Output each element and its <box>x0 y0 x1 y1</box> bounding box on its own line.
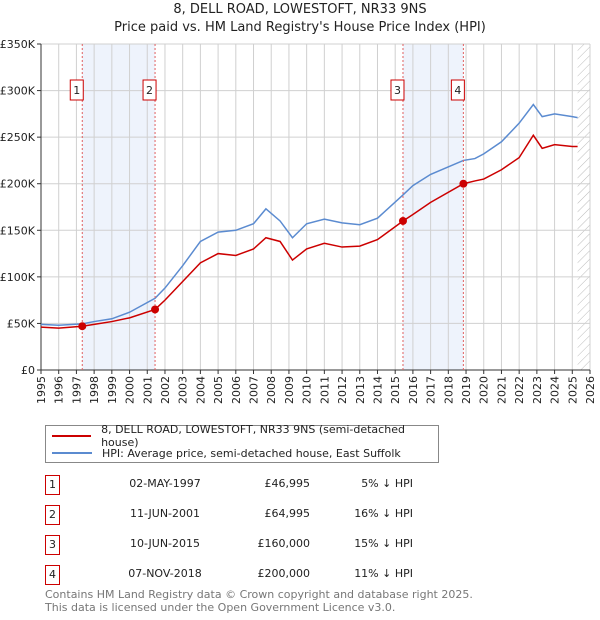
transaction-date: 11-JUN-2001 <box>129 507 201 520</box>
sale-label-box <box>450 79 465 101</box>
x-tick-label: 2026 <box>584 376 597 404</box>
y-tick-label: £200K <box>0 178 36 191</box>
x-tick-label: 2004 <box>194 376 207 404</box>
forecast-hatch <box>577 44 590 370</box>
sale-point <box>78 322 87 331</box>
x-tick-label: 2008 <box>265 376 278 404</box>
y-tick-label: £50K <box>7 317 36 330</box>
transaction-hpi-diff: 16% ↓ HPI <box>354 507 413 520</box>
transaction-price: £64,995 <box>264 507 311 520</box>
x-tick-label: 1997 <box>70 376 83 404</box>
sale-point <box>398 216 407 225</box>
footer: Contains HM Land Registry data © Crown c… <box>45 588 473 614</box>
x-tick-label: 2003 <box>177 376 190 404</box>
x-tick-label: 2016 <box>407 376 420 404</box>
footer-copyright: Contains HM Land Registry data © Crown c… <box>45 588 473 601</box>
property-line <box>40 133 578 329</box>
transaction-price: £160,000 <box>257 537 311 550</box>
sale-point <box>459 179 468 188</box>
x-tick-label: 2000 <box>124 376 137 404</box>
footer-licence: This data is licensed under the Open Gov… <box>45 601 396 614</box>
x-tick-label: 2010 <box>301 376 314 404</box>
transaction-row: 3 10-JUN-2015 £160,000 15% ↓ HPI <box>45 535 465 555</box>
x-tick-label: 2019 <box>460 376 473 404</box>
transaction-number: 4 <box>45 565 60 585</box>
x-tick-label: 2002 <box>159 376 172 404</box>
y-tick-label: £150K <box>0 224 36 237</box>
x-tick-label: 2006 <box>230 376 243 404</box>
x-tick-label: 1999 <box>106 376 119 404</box>
price-chart: 1995 1996 1997 1998 1999 2000 2001 2002 2003 2004… <box>0 38 597 404</box>
sale-label: 2 <box>146 84 153 97</box>
x-tick-label: 2017 <box>425 376 438 404</box>
x-tick-label: 2025 <box>566 376 579 404</box>
sale-label-box <box>390 79 405 101</box>
hpi-line <box>40 103 578 327</box>
x-tick-label: 2020 <box>478 376 491 404</box>
x-tick-label: 2001 <box>141 376 154 404</box>
y-tick-label: £100K <box>0 271 36 284</box>
x-tick-label: 1998 <box>88 376 101 404</box>
transaction-number: 2 <box>45 505 60 525</box>
x-tick-label: 2013 <box>354 376 367 404</box>
transaction-date: 10-JUN-2015 <box>129 537 201 550</box>
transaction-row: 4 07-NOV-2018 £200,000 11% ↓ HPI <box>45 565 465 585</box>
sale-point <box>151 305 160 314</box>
x-tick-label: 2015 <box>389 376 402 404</box>
transaction-hpi-diff: 15% ↓ HPI <box>354 537 413 550</box>
transaction-date: 02-MAY-1997 <box>129 477 201 490</box>
legend-hpi-swatch <box>52 452 92 454</box>
transaction-date: 07-NOV-2018 <box>128 567 202 580</box>
x-tick-label: 2023 <box>531 376 544 404</box>
sale-label: 3 <box>394 84 401 97</box>
sale-label-box <box>142 79 157 101</box>
sale-label-box <box>69 79 84 101</box>
transaction-row: 2 11-JUN-2001 £64,995 16% ↓ HPI <box>45 505 465 525</box>
transaction-hpi-diff: 5% ↓ HPI <box>361 477 413 490</box>
sale-label: 1 <box>73 84 80 97</box>
transaction-hpi-diff: 11% ↓ HPI <box>354 567 413 580</box>
transaction-number: 1 <box>45 475 60 495</box>
x-tick-label: 2024 <box>549 376 562 404</box>
x-tick-label: 2022 <box>513 376 526 404</box>
x-tick-label: 2014 <box>371 376 384 404</box>
sale-label: 4 <box>454 84 461 97</box>
x-tick-label: 1995 <box>35 376 48 404</box>
chart-subtitle: Price paid vs. HM Land Registry's House … <box>114 20 486 35</box>
x-tick-label: 2011 <box>318 376 331 404</box>
legend: 8, DELL ROAD, LOWESTOFT, NR33 9NS (semi-… <box>45 423 439 463</box>
y-tick-label: £250K <box>0 131 36 144</box>
chart-title: 8, DELL ROAD, LOWESTOFT, NR33 9NS <box>173 2 427 17</box>
x-tick-label: 2018 <box>442 376 455 404</box>
legend-property-label: 8, DELL ROAD, LOWESTOFT, NR33 9NS (semi-… <box>101 423 405 449</box>
transaction-price: £200,000 <box>257 567 311 580</box>
transaction-row: 1 02-MAY-1997 £46,995 5% ↓ HPI <box>45 475 465 495</box>
legend-property-swatch <box>52 435 92 437</box>
y-tick-label: £300K <box>0 85 36 98</box>
transaction-number: 3 <box>45 535 60 555</box>
x-tick-label: 2007 <box>248 376 261 404</box>
y-tick-label: £350K <box>0 38 36 51</box>
x-tick-label: 2021 <box>495 376 508 404</box>
legend-hpi-label: HPI: Average price, semi-detached house,… <box>102 446 401 460</box>
transaction-price: £46,995 <box>264 477 311 490</box>
x-tick-label: 2005 <box>212 376 225 404</box>
x-tick-label: 2009 <box>283 376 296 404</box>
x-tick-label: 1996 <box>53 376 66 404</box>
x-tick-label: 2012 <box>336 376 349 404</box>
y-tick-label: £0 <box>21 364 35 377</box>
